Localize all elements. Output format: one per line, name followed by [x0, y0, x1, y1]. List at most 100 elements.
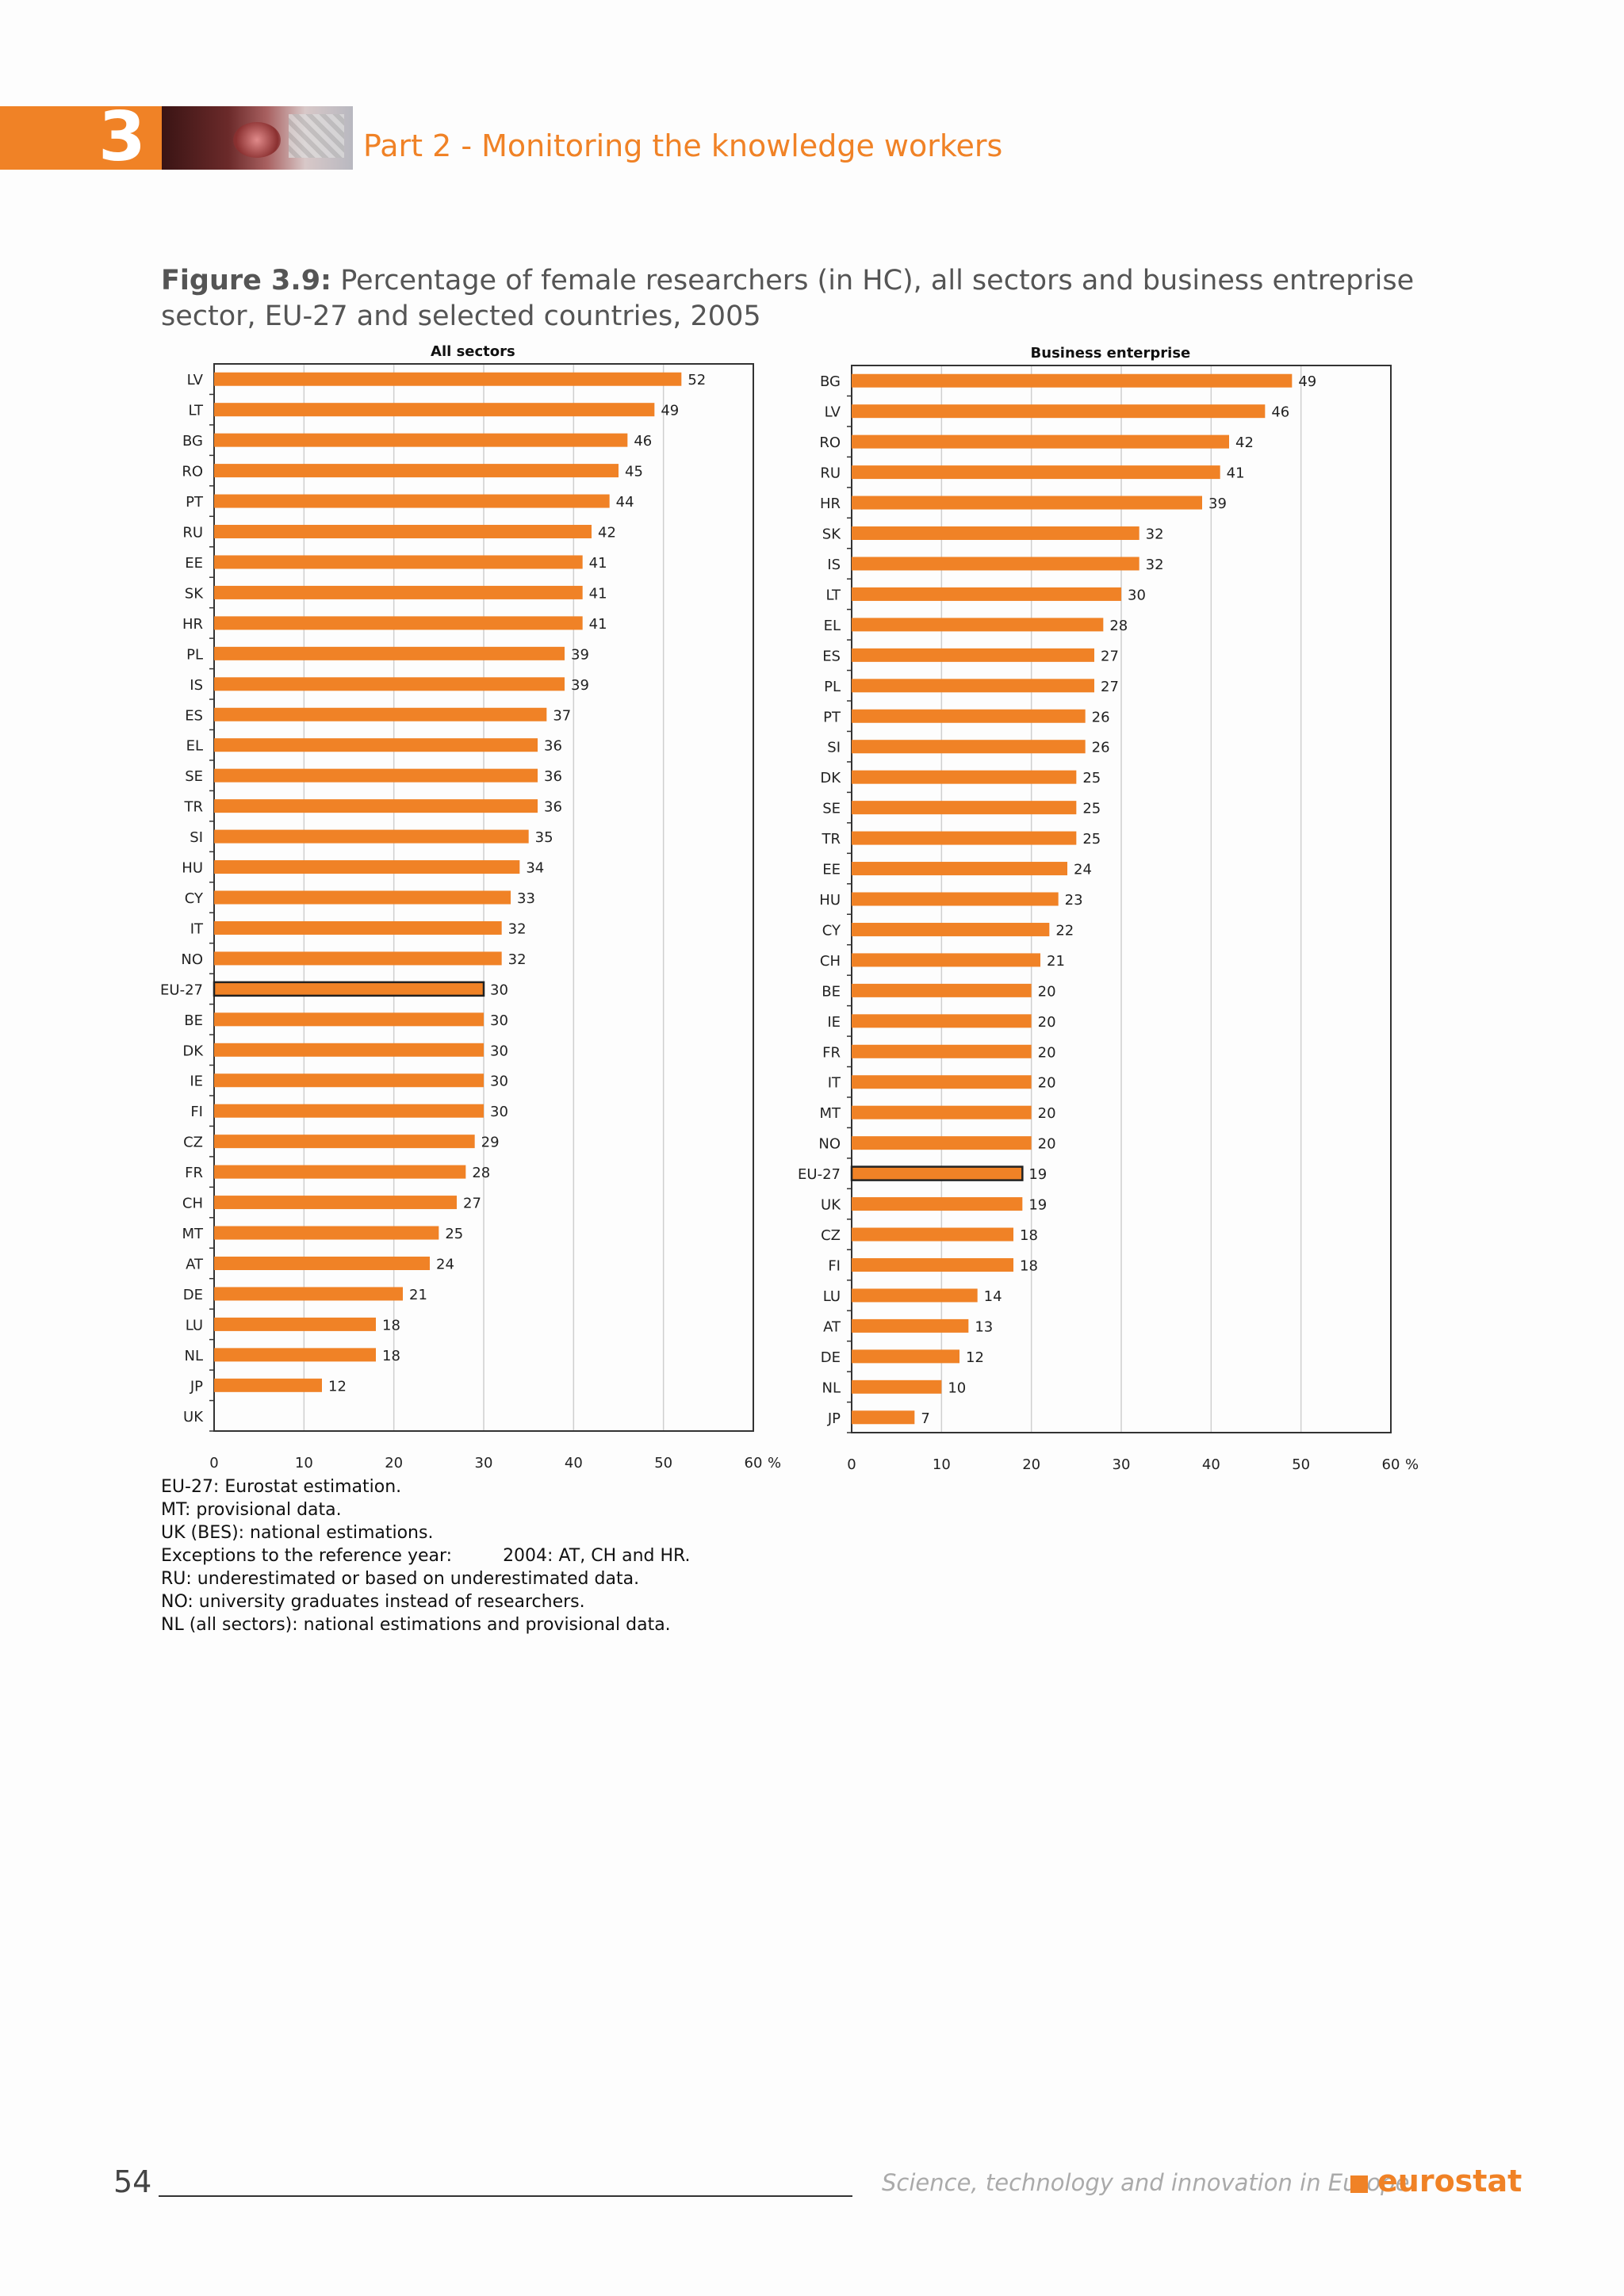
data-label: 35	[535, 829, 553, 846]
bar	[852, 770, 1077, 784]
category-label: AT	[823, 1318, 841, 1335]
bar	[214, 768, 538, 783]
category-label: EL	[824, 618, 841, 634]
data-label: 18	[1020, 1257, 1038, 1274]
bar	[852, 1105, 1032, 1119]
category-label: ES	[822, 648, 841, 664]
bar	[852, 404, 1266, 419]
data-label: 20	[1038, 1044, 1056, 1061]
data-label: 32	[1146, 557, 1164, 573]
x-tick-label: 40	[565, 1455, 583, 1471]
bar	[214, 1348, 376, 1362]
bar	[852, 373, 1293, 388]
bar	[214, 677, 565, 691]
data-label: 37	[553, 707, 571, 724]
data-label: 30	[490, 1012, 508, 1029]
x-tick-label: 10	[933, 1456, 951, 1473]
data-label: 24	[1074, 862, 1092, 878]
category-label: CZ	[821, 1227, 841, 1244]
data-label: 46	[634, 433, 652, 450]
bar	[852, 1380, 942, 1394]
note-line: RU: underestimated or based on underesti…	[161, 1569, 640, 1589]
data-label: 10	[948, 1380, 966, 1396]
bar	[214, 555, 583, 569]
data-label: 20	[1038, 1105, 1056, 1122]
category-label: NL	[185, 1348, 204, 1364]
bar	[214, 951, 502, 966]
category-label: UK	[183, 1409, 204, 1425]
category-label: LV	[825, 404, 841, 421]
bar	[852, 587, 1121, 601]
category-label: HU	[182, 860, 203, 877]
bar	[214, 890, 511, 905]
bar	[214, 1012, 484, 1027]
x-tick-label: 0	[209, 1455, 218, 1471]
bar	[214, 372, 682, 386]
category-label: NL	[822, 1380, 841, 1396]
category-label: LU	[823, 1288, 841, 1305]
category-label: NO	[181, 951, 203, 968]
bar	[852, 648, 1094, 662]
category-label: PL	[824, 679, 841, 695]
bar	[852, 526, 1139, 541]
data-label: 19	[1028, 1197, 1047, 1214]
category-label: IT	[190, 920, 204, 937]
data-label: 25	[1082, 801, 1101, 817]
page-number: 54	[113, 2164, 152, 2199]
category-label: LT	[825, 587, 841, 603]
category-label: CZ	[183, 1135, 203, 1151]
bar	[214, 525, 592, 539]
data-label: 34	[526, 860, 544, 877]
data-label: 18	[382, 1348, 400, 1364]
footer-rule	[159, 2195, 852, 2197]
data-label: 39	[571, 677, 589, 694]
category-label: LU	[186, 1317, 203, 1334]
data-label: 41	[1227, 465, 1245, 482]
bar	[214, 616, 583, 630]
category-label: SK	[822, 526, 841, 543]
x-tick-label: 50	[1292, 1456, 1310, 1473]
category-label: RU	[820, 465, 841, 482]
data-label: 13	[975, 1318, 993, 1335]
eurostat-logo: eurostat	[1377, 2164, 1522, 2198]
data-label: 46	[1271, 404, 1289, 421]
bar	[214, 799, 538, 813]
category-label: SK	[185, 585, 204, 602]
category-label: SE	[185, 768, 203, 785]
bar	[214, 920, 502, 935]
data-label: 30	[1128, 587, 1146, 603]
data-label: 20	[1038, 1075, 1056, 1092]
data-label: 27	[1101, 679, 1119, 695]
category-label: LT	[188, 403, 204, 419]
category-label: DE	[821, 1349, 841, 1366]
figure-notes: EU-27: Eurostat estimation. MT: provisio…	[161, 1475, 691, 1636]
bar	[852, 434, 1229, 449]
data-label: 26	[1092, 740, 1110, 756]
x-tick-label: 20	[385, 1455, 403, 1471]
part-title: Part 2 - Monitoring the knowledge worker…	[363, 128, 1003, 163]
x-unit-label: %	[1405, 1456, 1419, 1473]
x-unit-label: %	[768, 1455, 781, 1471]
data-label: 30	[490, 1043, 508, 1059]
data-label: 22	[1055, 922, 1074, 939]
category-label: MT	[182, 1226, 204, 1242]
data-label: 23	[1065, 892, 1083, 909]
category-label: IS	[190, 677, 203, 694]
x-tick-label: 60	[745, 1455, 763, 1471]
note-line-exceptions: Exceptions to the reference year: 2004: A…	[161, 1544, 691, 1567]
category-label: NO	[818, 1136, 841, 1153]
note-line: UK (BES): national estimations.	[161, 1523, 434, 1543]
category-label: HR	[182, 616, 203, 633]
note-line: NO: university graduates instead of rese…	[161, 1592, 585, 1612]
bar	[214, 1256, 430, 1270]
data-label: 32	[1146, 526, 1164, 543]
chart-title: All sectors	[431, 343, 515, 360]
category-label: CH	[182, 1196, 203, 1212]
category-label: IE	[190, 1073, 203, 1090]
bar	[214, 1165, 466, 1179]
data-label: 21	[1047, 953, 1065, 970]
bar	[214, 1196, 457, 1210]
chapter-header-photo	[162, 106, 353, 170]
category-label: EE	[185, 555, 203, 572]
bar	[214, 433, 628, 447]
